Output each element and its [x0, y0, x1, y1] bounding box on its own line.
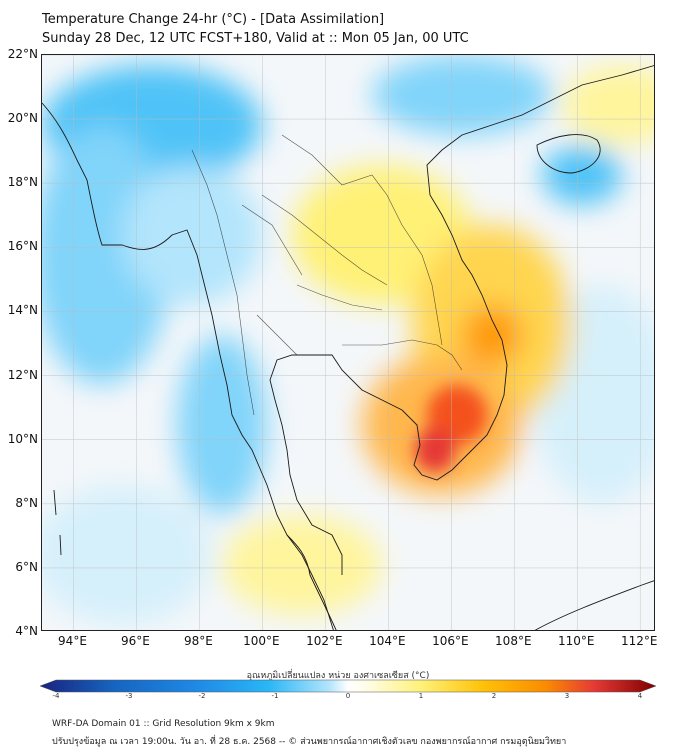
temperature-change-map[interactable]	[41, 54, 655, 631]
colorbar-tick-label: 3	[564, 692, 570, 700]
border-thailand-laos	[261, 194, 388, 286]
colorbar-tick-label: 1	[418, 692, 424, 700]
cool-anomaly-southwest	[42, 485, 212, 625]
border-myanmar-thailand	[191, 149, 255, 416]
border-laos	[281, 134, 443, 346]
lat-tick-label: 20°N	[7, 111, 38, 126]
lat-tick-label: 10°N	[7, 431, 38, 446]
coastline-andaman	[53, 489, 62, 556]
border-cambodia	[342, 339, 463, 371]
colorbar-tick-label: 0	[345, 692, 351, 700]
colorbar-tick-label: -2	[198, 692, 206, 700]
coastline-peninsula-east	[286, 534, 337, 630]
warm-anomaly-northeast	[562, 65, 654, 145]
border-provinces-3	[256, 314, 298, 356]
cold-anomaly-central-myanmar	[122, 165, 262, 305]
colorbar-tick-label: 2	[491, 692, 497, 700]
map-title: Temperature Change 24-hr (°C) - [Data As…	[42, 12, 385, 27]
lon-tick-label: 110°E	[558, 634, 595, 648]
hot-core	[415, 385, 487, 472]
lon-tick-label: 96°E	[121, 634, 150, 648]
coastline-hainan	[536, 134, 601, 174]
map-subtitle: Sunday 28 Dec, 12 UTC FCST+180, Valid at…	[42, 31, 469, 46]
lat-tick-label: 18°N	[7, 175, 38, 190]
footer-model-info: WRF-DA Domain 01 :: Grid Resolution 9km …	[52, 719, 275, 729]
coastline-mainland	[42, 102, 334, 630]
temperature-field	[42, 55, 654, 625]
colorbar-bar	[40, 679, 656, 693]
lon-tick-label: 106°E	[432, 634, 469, 648]
border-provinces-1	[241, 204, 303, 276]
coastline-borneo	[534, 580, 654, 630]
lon-tick-label: 100°E	[243, 634, 280, 648]
colorbar-tick-label: 4	[637, 692, 643, 700]
lon-tick-label: 112°E	[621, 634, 658, 648]
border-provinces-2	[296, 284, 383, 311]
lat-tick-label: 14°N	[7, 303, 38, 318]
warm-anomaly-central-highlands	[462, 305, 522, 365]
colorbar-tick-label: -3	[125, 692, 133, 700]
map-canvas	[42, 55, 654, 630]
borders	[191, 134, 463, 416]
footer-credits: ปรับปรุงข้อมูล ณ เวลา 19:00น. วัน อา. ที…	[52, 737, 567, 747]
graticule	[42, 55, 654, 630]
colorbar-tick-label: -1	[271, 692, 279, 700]
lon-tick-label: 108°E	[495, 634, 532, 648]
coastlines	[42, 65, 654, 630]
warm-anomaly-gulf	[222, 515, 382, 615]
lat-tick-label: 4°N	[15, 624, 38, 638]
lon-tick-label: 98°E	[183, 634, 213, 648]
colorbar-label: อุณหภูมิเปลี่ยนแปลง หน่วย องศาเซลเซียส (…	[246, 671, 430, 681]
cold-anomaly-south-china	[372, 55, 552, 135]
lat-tick-label: 22°N	[7, 47, 38, 61]
lon-tick-label: 104°E	[369, 634, 406, 648]
lon-tick-label: 102°E	[306, 634, 343, 648]
lat-tick-label: 12°N	[7, 367, 38, 382]
lat-tick-label: 6°N	[15, 559, 38, 574]
colorbar	[40, 679, 656, 693]
lat-tick-label: 8°N	[15, 495, 38, 510]
cold-anomaly-hainan	[542, 145, 622, 205]
hot-anomaly-mekong-delta	[415, 428, 455, 472]
coastline-gulf-east	[269, 65, 654, 575]
colorbar-tick-label: -4	[52, 692, 60, 700]
lon-tick-label: 94°E	[58, 634, 87, 648]
lat-tick-label: 16°N	[7, 239, 38, 254]
